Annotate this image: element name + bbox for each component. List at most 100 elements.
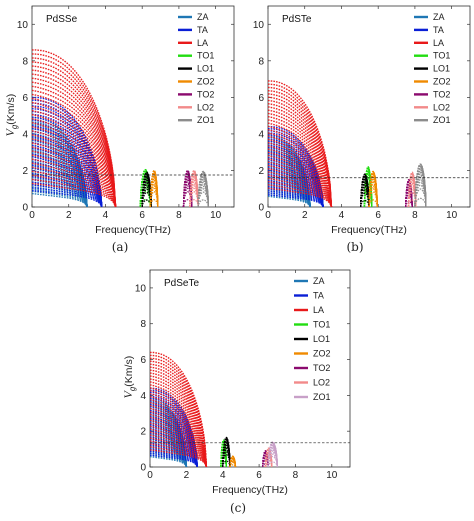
branch-curve [360,173,370,207]
branch-curve [32,97,117,207]
branch-curve [32,146,117,207]
series-lo1 [222,436,231,467]
branch-curve [268,191,311,207]
branch-curve [197,199,209,207]
branch-curve [182,187,193,207]
legend-entry-to1: TO1 [313,320,330,330]
branch-curve [268,161,333,207]
plot-area [150,351,278,467]
series-lo1 [360,173,370,207]
branch-curve [268,127,324,207]
series-la [32,49,117,207]
panel-title: PdSeTe [164,278,199,289]
branch-curve [141,176,152,207]
branch-curve [32,126,117,207]
plot-area [32,49,209,207]
x-tick-label: 10 [210,210,222,221]
panel-title: PdSTe [282,14,312,25]
branch-curve [32,73,117,207]
legend-entry-ta: TA [197,25,208,35]
branch-curve [189,187,199,207]
y-axis-label: Vg(Km/s) [121,356,137,399]
x-tick-label: 6 [375,210,381,221]
series-lo2 [189,169,199,207]
branch-curve [150,405,198,467]
x-tick-label: 0 [265,210,271,221]
branch-curve [268,150,324,207]
branch-curve [268,128,333,207]
branch-curve [32,166,117,207]
branch-curve [268,96,333,207]
branch-curve [267,461,278,467]
legend-entry-zo1: ZO1 [313,392,331,402]
branch-curve [150,422,208,467]
branch-curve [150,443,208,467]
branch-curve [32,179,88,207]
y-axis-label: Vg(Km/s) [3,94,19,137]
branch-curve [268,164,333,207]
branch-curve [32,130,117,207]
branch-curve [414,168,427,207]
y-tick-label: 8 [22,56,28,67]
branch-curve [150,432,198,467]
x-tick-label: 4 [220,470,226,481]
branch-curve [268,145,333,207]
branch-curve [32,138,117,207]
series-la [268,80,333,207]
x-axis-label: Frequency(THz) [212,484,288,496]
branch-curve [150,438,198,467]
legend-entry-to1: TO1 [197,51,214,61]
branch-curve [32,139,88,207]
branch-curve [268,138,333,207]
branch-curve [149,199,159,207]
branch-curve [32,189,103,207]
branch-curve [182,169,193,207]
branch-curve [150,398,208,467]
branch-curve [268,154,333,207]
branch-curve [32,151,88,207]
branch-curve [141,199,152,207]
y-tick-label: 6 [22,93,28,104]
branch-curve [268,135,333,207]
branch-curve [268,115,333,207]
branch-curve [150,442,198,467]
branch-curve [150,440,198,467]
branch-curve [32,57,117,207]
branch-curve [189,199,199,207]
y-tick-label: 0 [258,203,264,214]
branch-curve [32,113,103,207]
branch-curve [268,151,333,207]
branch-curve [150,416,208,467]
branch-curve [32,109,117,207]
branch-curve [150,434,208,467]
branch-curve [32,105,117,207]
y-tick-label: 6 [258,93,264,104]
branch-curve [150,411,198,467]
branch-curve [150,396,208,467]
branch-curve [32,113,117,207]
branch-curve [150,444,198,467]
legend-entry-lo1: LO1 [313,334,330,344]
branch-curve [32,154,117,207]
branch-curve [32,158,117,207]
branch-curve [150,413,198,467]
branch-curve [262,463,269,467]
branch-curve [32,77,117,207]
branch-curve [32,187,103,207]
x-tick-label: 2 [184,470,190,481]
x-tick-label: 4 [103,210,109,221]
x-tick-label: 2 [302,210,308,221]
branch-curve [268,184,333,207]
branch-curve [182,199,193,207]
branch-curve [32,53,117,207]
legend-entry-zo2: ZO2 [313,349,331,359]
branch-curve [32,127,103,207]
branch-curve [360,176,370,207]
legend-entry-za: ZA [197,12,209,22]
branch-curve [150,360,208,467]
branch-curve [268,192,324,207]
branch-curve [32,175,103,207]
legend-entry-la: LA [313,305,324,315]
branch-curve [150,400,188,467]
